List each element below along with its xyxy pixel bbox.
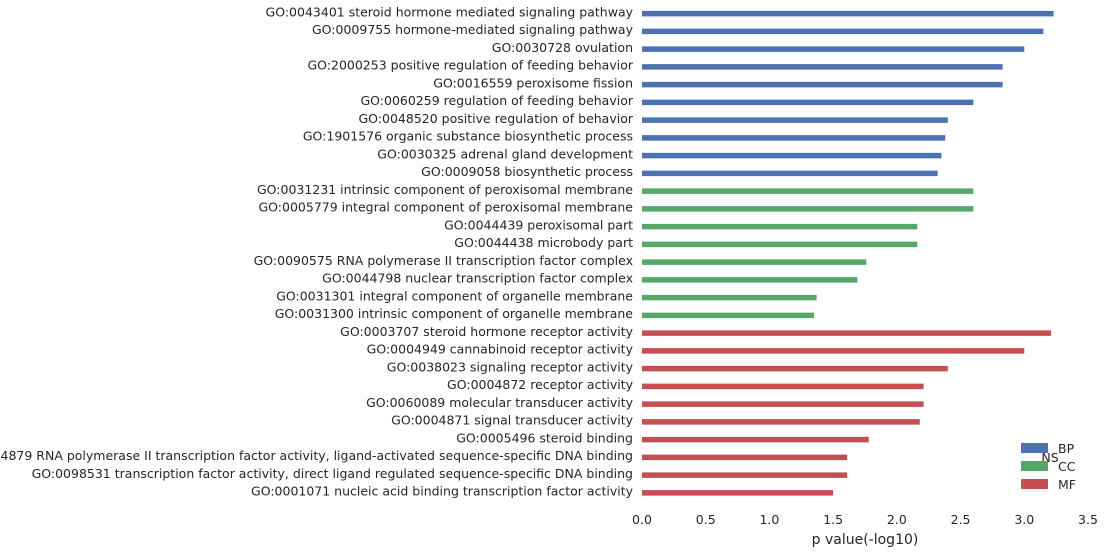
bar-mf (642, 472, 848, 478)
bar-cc (642, 294, 817, 301)
bar-cc (642, 188, 974, 194)
category-label: GO:0030325 adrenal gland development (377, 146, 633, 161)
bar-cc (642, 241, 918, 248)
bar-mf (642, 401, 924, 407)
bar-cc (642, 277, 858, 283)
bar-bp (642, 152, 942, 159)
category-label: GO:0038023 signaling receptor activity (387, 359, 634, 374)
category-label: GO:0001071 nucleic acid binding transcri… (251, 484, 634, 499)
x-tick-label: 0.5 (696, 512, 716, 527)
bar-bp (642, 10, 1054, 17)
category-label: GO:0009058 biosynthetic process (421, 164, 633, 179)
category-label: GO:0004949 cannabinoid receptor activity (367, 342, 634, 357)
bar-mf (642, 436, 869, 443)
bar-bp (642, 46, 1025, 52)
category-label: GO:0003707 steroid hormone receptor acti… (340, 324, 633, 339)
x-tick-label: 3.5 (1078, 512, 1098, 527)
legend-swatch-mf (1021, 479, 1048, 489)
category-label: GO:0005779 integral component of peroxis… (259, 200, 634, 215)
bar-mf (642, 454, 848, 461)
bar-mf (642, 348, 1025, 354)
bar-mf (642, 490, 834, 496)
legend-swatch-bp (1021, 443, 1048, 453)
x-tick-label: 2.0 (887, 512, 907, 527)
legend-label-mf: MF (1058, 477, 1076, 492)
category-label: GO:0004879 RNA polymerase II transcripti… (0, 448, 633, 463)
category-label: GO:0004872 receptor activity (447, 377, 634, 392)
bar-mf (642, 365, 948, 372)
bar-bp (642, 99, 974, 106)
x-tick-label: 1.5 (823, 512, 843, 527)
legend-label-cc: CC (1058, 459, 1076, 474)
x-tick-labels: 0.0 0.5 1.0 1.5 2.0 2.5 3.0 3.5 (632, 512, 1098, 527)
category-label: GO:0044439 peroxisomal part (444, 217, 633, 232)
category-label: GO:0044438 microbody part (454, 235, 633, 250)
category-labels: GO:0043401 steroid hormone mediated sign… (0, 4, 634, 498)
legend-swatch-cc (1021, 461, 1048, 471)
bar-cc (642, 312, 815, 319)
x-tick-label: 2.5 (951, 512, 971, 527)
category-label: GO:0005496 steroid binding (456, 430, 633, 445)
x-tick-label: 3.0 (1014, 512, 1034, 527)
x-tick-label: 0.0 (632, 512, 652, 527)
category-label: GO:2000253 positive regulation of feedin… (307, 58, 633, 73)
category-label: GO:0044798 nuclear transcription factor … (322, 271, 633, 286)
bar-mf (642, 383, 924, 390)
category-label: GO:0004871 signal transducer activity (391, 413, 633, 428)
category-label: GO:0098531 transcription factor activity… (32, 466, 633, 481)
x-tick-label: 1.0 (759, 512, 779, 527)
bar-bp (642, 117, 948, 123)
x-axis-label: p value(-log10) (812, 532, 919, 548)
category-label: GO:0090575 RNA polymerase II transcripti… (254, 253, 633, 268)
bars (642, 10, 1054, 496)
bar-bp (642, 28, 1044, 35)
bar-cc (642, 223, 918, 230)
category-label: GO:0031301 integral component of organel… (276, 288, 633, 303)
bar-bp (642, 135, 946, 141)
category-label: GO:0030728 ovulation (492, 40, 633, 55)
bar-mf (642, 419, 920, 425)
bar-bp (642, 64, 1003, 70)
bar-bp (642, 81, 1003, 88)
category-label: GO:0009755 hormone-mediated signaling pa… (312, 22, 634, 37)
bar-cc (642, 206, 974, 212)
category-label: GO:0031231 intrinsic component of peroxi… (257, 182, 633, 197)
bar-bp (642, 170, 938, 177)
bar-cc (642, 259, 867, 265)
category-label: GO:0060089 molecular transducer activity (366, 395, 634, 410)
legend-label-bp: BP (1058, 441, 1075, 456)
bar-mf (642, 330, 1052, 336)
category-label: GO:1901576 organic substance biosyntheti… (303, 129, 633, 144)
category-label: GO:0043401 steroid hormone mediated sign… (266, 4, 634, 19)
category-label: GO:0016559 peroxisome fission (433, 75, 633, 90)
category-label: GO:0060259 regulation of feeding behavio… (360, 93, 633, 108)
category-label: GO:0031300 intrinsic component of organe… (275, 306, 634, 321)
category-label: GO:0048520 positive regulation of behavi… (358, 111, 633, 126)
